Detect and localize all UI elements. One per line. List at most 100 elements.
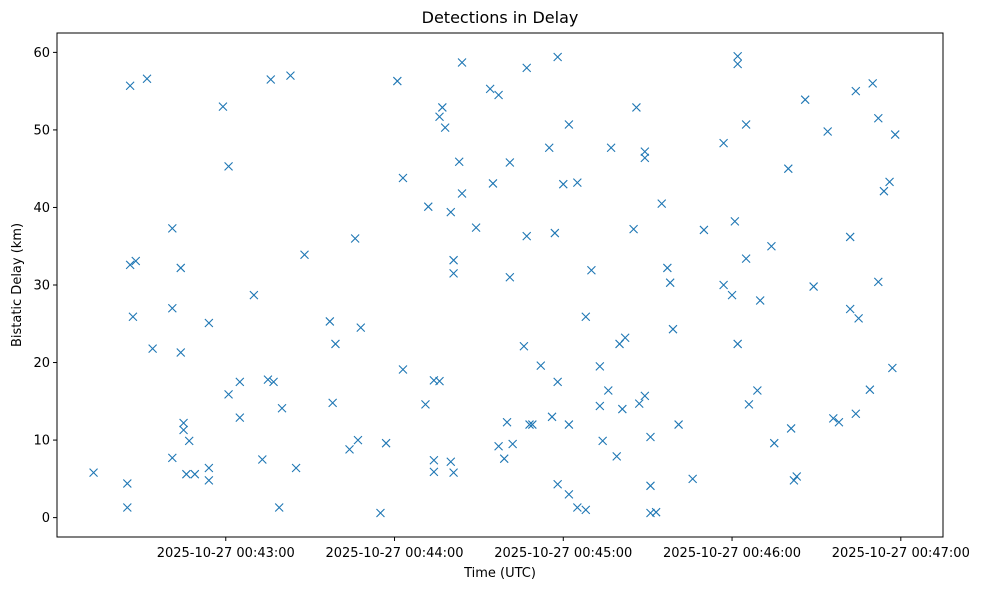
data-point <box>603 386 613 395</box>
y-tick-label: 40 <box>33 201 50 216</box>
data-point <box>286 71 295 81</box>
data-point <box>421 400 430 409</box>
data-point <box>277 403 287 413</box>
data-point <box>167 453 177 463</box>
data-point <box>828 413 838 423</box>
data-point <box>719 280 728 290</box>
y-tick-label: 50 <box>33 123 50 138</box>
data-point <box>291 463 301 473</box>
data-point <box>257 455 267 464</box>
x-axis-title: Time (UTC) <box>463 566 536 581</box>
data-point <box>331 339 340 349</box>
data-point <box>688 474 698 484</box>
data-point <box>125 81 135 91</box>
data-point <box>519 341 529 351</box>
data-point <box>640 147 650 157</box>
data-point <box>125 260 135 270</box>
data-point <box>865 385 875 395</box>
data-point <box>598 436 608 446</box>
data-point <box>176 263 186 273</box>
data-points <box>89 51 900 518</box>
data-point <box>733 51 743 61</box>
data-point <box>440 123 450 132</box>
data-point <box>606 143 616 153</box>
data-point <box>179 418 188 428</box>
data-point <box>381 438 391 448</box>
data-point <box>868 79 878 88</box>
data-point <box>553 52 563 62</box>
data-point <box>435 112 444 122</box>
data-point <box>620 333 630 343</box>
data-point <box>128 312 138 322</box>
data-point <box>274 503 284 512</box>
data-point <box>181 469 191 479</box>
data-point <box>449 255 458 265</box>
data-point <box>179 425 188 435</box>
data-point <box>235 377 245 387</box>
data-point <box>564 120 574 129</box>
data-point <box>783 164 793 174</box>
data-point <box>345 444 354 454</box>
data-point <box>879 186 889 196</box>
data-point <box>741 120 751 129</box>
data-point <box>595 362 605 371</box>
data-point <box>657 199 667 208</box>
data-point <box>640 391 650 401</box>
data-point <box>544 143 554 153</box>
y-tick-label: 20 <box>33 356 50 371</box>
y-tick-label: 10 <box>33 434 50 449</box>
data-point <box>730 217 740 226</box>
data-point <box>564 489 574 499</box>
data-point <box>727 290 737 300</box>
data-point <box>662 263 672 273</box>
data-point <box>471 223 481 233</box>
data-point <box>89 468 98 478</box>
data-point <box>744 400 754 409</box>
data-point <box>122 503 132 512</box>
data-point <box>699 225 709 235</box>
data-point <box>851 409 861 419</box>
data-point <box>376 508 385 518</box>
data-point <box>508 439 518 449</box>
data-point <box>651 507 661 517</box>
data-point <box>558 179 568 189</box>
data-point <box>457 189 467 198</box>
data-point <box>167 303 177 313</box>
data-point <box>851 86 861 96</box>
data-point <box>674 420 683 429</box>
data-point <box>629 224 638 234</box>
data-point <box>435 376 444 386</box>
data-point <box>887 363 897 373</box>
data-point <box>502 417 512 427</box>
data-point <box>564 420 574 429</box>
data-point <box>885 177 894 187</box>
data-point <box>457 58 467 67</box>
data-point <box>398 365 408 374</box>
data-point <box>429 455 439 465</box>
data-point <box>547 412 557 422</box>
data-point <box>142 74 152 84</box>
data-point <box>167 224 177 233</box>
data-point <box>733 339 743 349</box>
data-point <box>786 424 796 433</box>
data-point <box>668 324 678 334</box>
data-point <box>873 113 883 123</box>
data-point <box>392 76 402 86</box>
data-point <box>719 138 728 148</box>
data-point <box>235 413 245 422</box>
data-point <box>572 503 582 512</box>
data-point <box>423 202 433 212</box>
data-point <box>612 451 622 461</box>
data-point <box>249 290 259 300</box>
data-point <box>632 103 641 112</box>
y-tick-label: 30 <box>33 279 50 294</box>
data-point <box>854 313 864 323</box>
x-tick-label: 2025-10-27 00:46:00 <box>663 546 801 561</box>
data-point <box>356 323 366 333</box>
data-point <box>527 420 537 429</box>
data-point <box>800 95 810 105</box>
data-point <box>823 127 833 136</box>
data-point <box>845 232 855 242</box>
data-point <box>488 179 498 188</box>
